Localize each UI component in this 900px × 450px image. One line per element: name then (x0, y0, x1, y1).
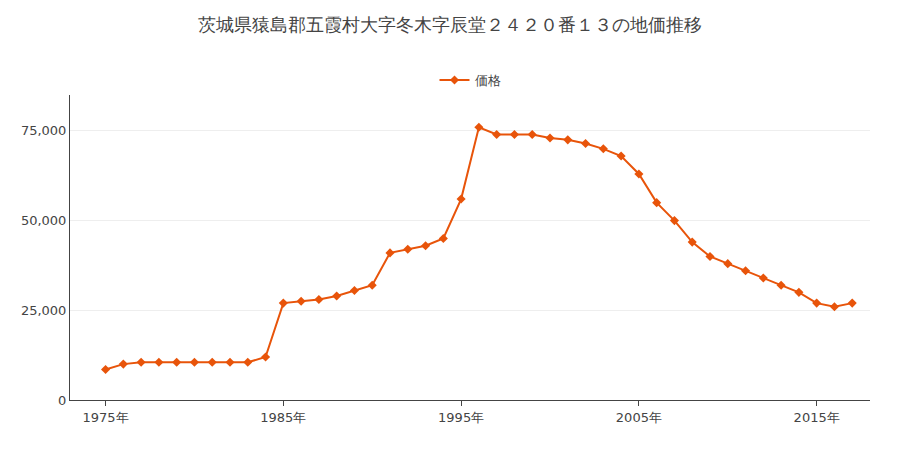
svg-text:50,000: 50,000 (21, 213, 67, 228)
svg-text:2015年: 2015年 (794, 410, 840, 425)
svg-text:0: 0 (58, 393, 66, 408)
svg-text:25,000: 25,000 (21, 303, 67, 318)
svg-text:1985年: 1985年 (260, 410, 306, 425)
svg-text:75,000: 75,000 (21, 123, 67, 138)
svg-text:茨城県猿島郡五霞村大字冬木字辰堂２４２０番１３の地価推移: 茨城県猿島郡五霞村大字冬木字辰堂２４２０番１３の地価推移 (198, 14, 702, 35)
svg-text:価格: 価格 (475, 73, 501, 88)
svg-text:2005年: 2005年 (616, 410, 662, 425)
svg-text:1975年: 1975年 (83, 410, 129, 425)
svg-text:1995年: 1995年 (438, 410, 484, 425)
